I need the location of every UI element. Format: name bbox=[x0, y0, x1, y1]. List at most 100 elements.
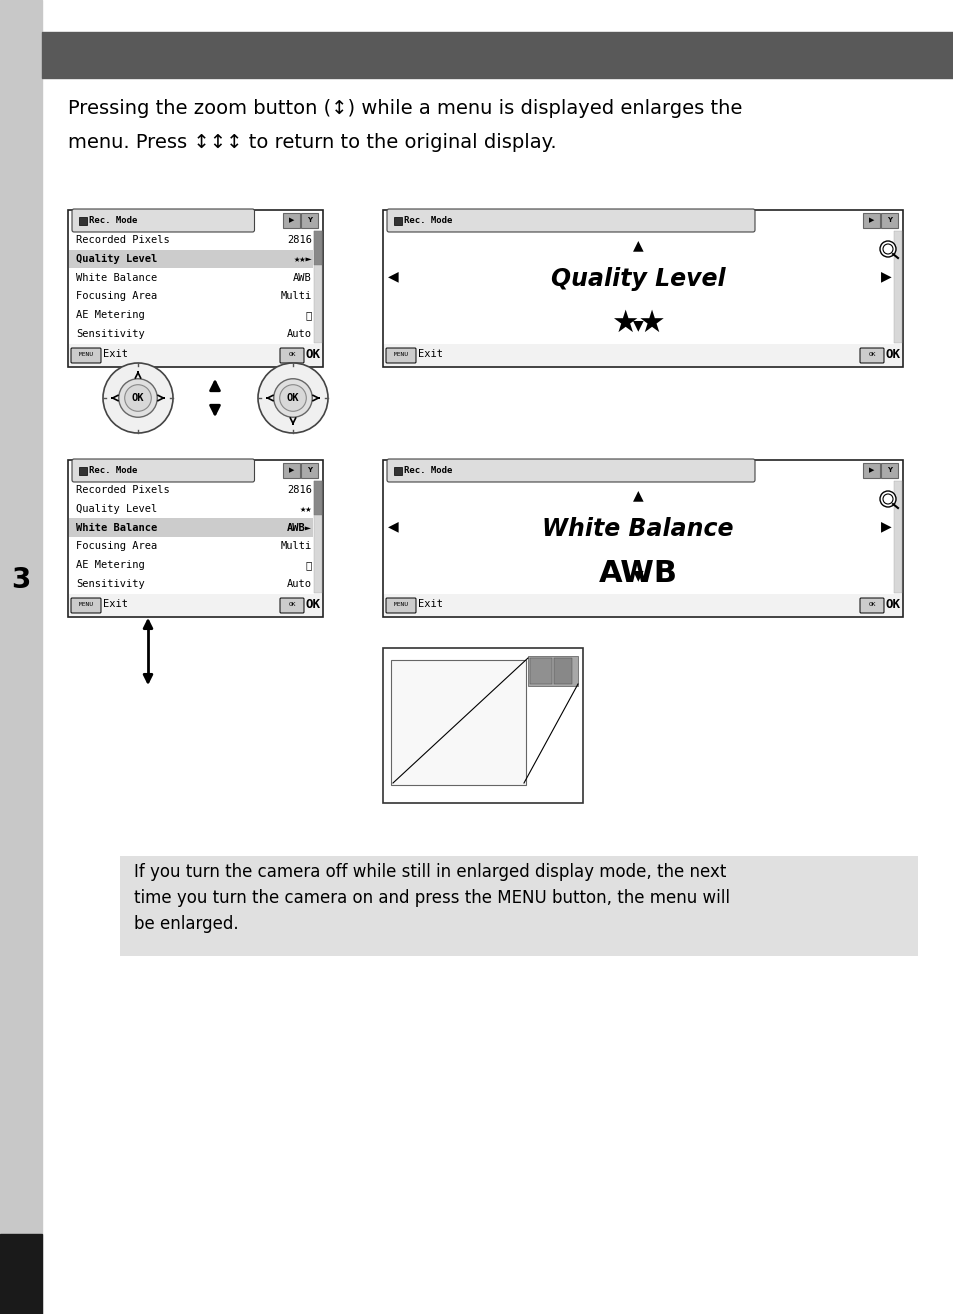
Text: Quality Level: Quality Level bbox=[76, 505, 157, 514]
Text: Exit: Exit bbox=[103, 350, 128, 359]
Text: If you turn the camera off while still in enlarged display mode, the next: If you turn the camera off while still i… bbox=[133, 863, 725, 880]
Text: OK: OK bbox=[867, 352, 875, 357]
Text: Sensitivity: Sensitivity bbox=[76, 328, 145, 339]
Circle shape bbox=[879, 491, 895, 507]
Text: ▲: ▲ bbox=[632, 238, 642, 252]
Text: AE Metering: AE Metering bbox=[76, 560, 145, 570]
Text: Focusing Area: Focusing Area bbox=[76, 541, 157, 552]
FancyBboxPatch shape bbox=[386, 598, 416, 614]
Bar bbox=[554, 658, 572, 685]
Bar bbox=[120, 855, 917, 957]
Text: Y: Y bbox=[307, 218, 312, 223]
Bar bbox=[880, 463, 897, 478]
Text: ⓞ: ⓞ bbox=[305, 560, 312, 570]
Circle shape bbox=[279, 385, 306, 411]
Bar bbox=[0, 1234, 42, 1314]
FancyBboxPatch shape bbox=[280, 348, 304, 363]
Bar bbox=[42, 32, 953, 78]
Text: Exit: Exit bbox=[103, 599, 128, 608]
Bar bbox=[893, 231, 901, 343]
Bar bbox=[283, 463, 299, 478]
Text: White Balance: White Balance bbox=[76, 523, 157, 532]
Text: Y: Y bbox=[886, 468, 891, 473]
Bar bbox=[394, 466, 401, 474]
Text: OK: OK bbox=[288, 352, 295, 357]
Text: Auto: Auto bbox=[287, 578, 312, 589]
Bar bbox=[301, 463, 317, 478]
Text: OK: OK bbox=[287, 393, 299, 403]
Text: 2816: 2816 bbox=[287, 485, 312, 495]
Bar bbox=[0, 0, 42, 1314]
Circle shape bbox=[118, 378, 157, 418]
Text: Y: Y bbox=[886, 218, 891, 223]
Text: OK: OK bbox=[867, 603, 875, 607]
Circle shape bbox=[257, 363, 328, 434]
Circle shape bbox=[125, 385, 152, 411]
Bar bbox=[394, 217, 401, 225]
Bar bbox=[69, 518, 313, 537]
Text: ⓞ: ⓞ bbox=[305, 310, 312, 321]
Text: ★★►: ★★► bbox=[293, 254, 312, 264]
Text: Recorded Pixels: Recorded Pixels bbox=[76, 485, 170, 495]
Text: 3: 3 bbox=[11, 566, 30, 594]
Text: OK: OK bbox=[885, 598, 900, 611]
Bar bbox=[862, 463, 879, 478]
Text: ▶: ▶ bbox=[880, 519, 890, 533]
FancyBboxPatch shape bbox=[859, 348, 883, 363]
Text: ▶: ▶ bbox=[880, 269, 890, 284]
Text: Sensitivity: Sensitivity bbox=[76, 578, 145, 589]
Bar bbox=[382, 210, 902, 367]
Text: Quality Level: Quality Level bbox=[550, 267, 724, 290]
Text: ★★: ★★ bbox=[610, 309, 664, 338]
FancyBboxPatch shape bbox=[387, 209, 754, 233]
Text: MENU: MENU bbox=[78, 603, 93, 607]
Text: Auto: Auto bbox=[287, 328, 312, 339]
Text: Rec. Mode: Rec. Mode bbox=[403, 466, 452, 474]
Bar bbox=[79, 466, 87, 474]
Bar bbox=[68, 210, 323, 367]
Text: ▼: ▼ bbox=[632, 568, 642, 582]
Circle shape bbox=[882, 244, 892, 254]
Bar bbox=[880, 213, 897, 229]
Text: OK: OK bbox=[288, 603, 295, 607]
Bar bbox=[382, 460, 902, 618]
FancyBboxPatch shape bbox=[280, 598, 304, 614]
Circle shape bbox=[103, 363, 172, 434]
Bar bbox=[893, 481, 901, 593]
FancyBboxPatch shape bbox=[71, 209, 254, 233]
FancyBboxPatch shape bbox=[71, 598, 101, 614]
Text: White Balance: White Balance bbox=[76, 273, 157, 283]
Text: Multi: Multi bbox=[280, 541, 312, 552]
Text: ▲: ▲ bbox=[632, 487, 642, 502]
Bar bbox=[314, 231, 322, 264]
Text: ▶: ▶ bbox=[289, 468, 294, 473]
Text: ★★: ★★ bbox=[299, 505, 312, 514]
Text: Y: Y bbox=[307, 468, 312, 473]
FancyBboxPatch shape bbox=[386, 348, 416, 363]
Text: AWB►: AWB► bbox=[287, 523, 312, 532]
Text: Focusing Area: Focusing Area bbox=[76, 292, 157, 301]
Bar bbox=[314, 481, 322, 593]
Bar bbox=[69, 594, 322, 616]
Bar bbox=[68, 460, 323, 618]
Text: 2816: 2816 bbox=[287, 235, 312, 246]
Text: ▶: ▶ bbox=[868, 468, 873, 473]
Bar bbox=[283, 213, 299, 229]
Bar bbox=[382, 648, 582, 803]
Circle shape bbox=[879, 240, 895, 258]
Text: MENU: MENU bbox=[393, 603, 408, 607]
Text: Recorded Pixels: Recorded Pixels bbox=[76, 235, 170, 246]
Text: Rec. Mode: Rec. Mode bbox=[89, 466, 137, 474]
Bar bbox=[69, 344, 322, 367]
Circle shape bbox=[274, 378, 312, 418]
Text: MENU: MENU bbox=[78, 352, 93, 357]
Text: MENU: MENU bbox=[393, 352, 408, 357]
Text: be enlarged.: be enlarged. bbox=[133, 915, 238, 933]
Text: ▶: ▶ bbox=[289, 218, 294, 223]
Text: Pressing the zoom button (↕) while a menu is displayed enlarges the: Pressing the zoom button (↕) while a men… bbox=[68, 99, 741, 117]
Text: Multi: Multi bbox=[280, 292, 312, 301]
Text: AWB: AWB bbox=[598, 558, 677, 587]
Bar bbox=[314, 481, 322, 515]
Text: ◀: ◀ bbox=[387, 269, 398, 284]
Bar bbox=[384, 344, 901, 367]
